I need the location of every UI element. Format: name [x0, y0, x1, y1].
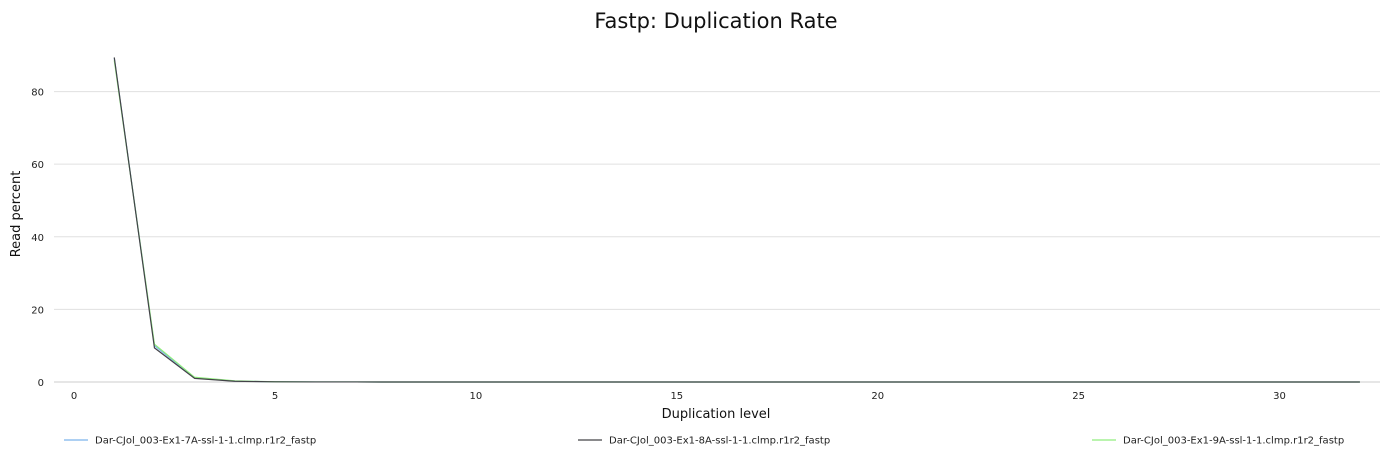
x-tick-label: 15: [670, 391, 683, 402]
series-line-2[interactable]: [113, 57, 1360, 383]
y-tick-label: 0: [38, 378, 44, 389]
y-tick-label: 60: [31, 160, 44, 171]
gridlines: [54, 91, 1380, 310]
legend[interactable]: Dar-CJol_003-Ex1-7A-ssl-1-1.clmp.r1r2_fa…: [64, 436, 1344, 447]
y-tick-label: 20: [31, 305, 44, 316]
y-axis: 0 20 40 60 80: [31, 88, 44, 389]
legend-label: Dar-CJol_003-Ex1-8A-ssl-1-1.clmp.r1r2_fa…: [609, 436, 830, 447]
x-tick-label: 25: [1072, 391, 1085, 402]
y-tick-label: 40: [31, 233, 44, 244]
x-axis-title: Duplication level: [662, 407, 771, 422]
x-tick-label: 5: [272, 391, 278, 402]
x-tick-label: 10: [470, 391, 483, 402]
series-line-3[interactable]: [113, 60, 1360, 383]
series-line-1[interactable]: [113, 58, 1360, 383]
y-axis-title: Read percent: [9, 171, 24, 258]
chart-title: Fastp: Duplication Rate: [594, 9, 837, 33]
x-tick-label: 30: [1273, 391, 1286, 402]
series-lines: [113, 57, 1360, 383]
y-tick-label: 80: [31, 88, 44, 99]
x-axis: 0 5 10 15 20 25 30: [71, 391, 1286, 402]
legend-item-2[interactable]: Dar-CJol_003-Ex1-8A-ssl-1-1.clmp.r1r2_fa…: [578, 436, 830, 447]
legend-label: Dar-CJol_003-Ex1-9A-ssl-1-1.clmp.r1r2_fa…: [1123, 436, 1344, 447]
x-tick-label: 0: [71, 391, 77, 402]
legend-item-3[interactable]: Dar-CJol_003-Ex1-9A-ssl-1-1.clmp.r1r2_fa…: [1092, 436, 1344, 447]
legend-item-1[interactable]: Dar-CJol_003-Ex1-7A-ssl-1-1.clmp.r1r2_fa…: [64, 436, 316, 447]
legend-label: Dar-CJol_003-Ex1-7A-ssl-1-1.clmp.r1r2_fa…: [95, 436, 316, 447]
x-tick-label: 20: [871, 391, 884, 402]
